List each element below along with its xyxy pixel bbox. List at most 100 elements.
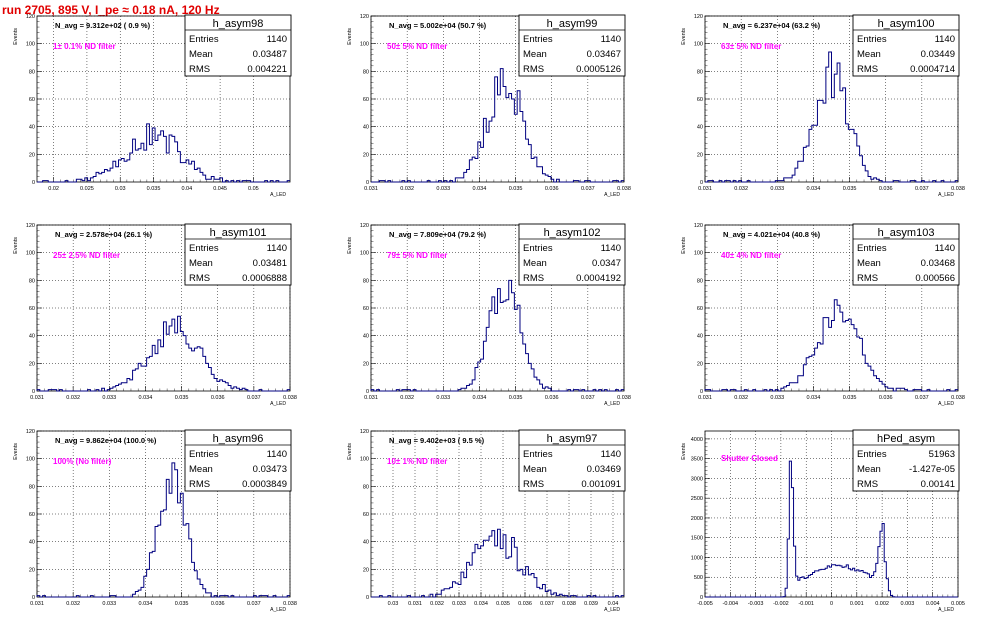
stats-value: 1140 bbox=[935, 34, 955, 45]
navg-label: N_avg = 5.002e+04 (50.7 %) bbox=[389, 21, 487, 30]
x-tick-label: 0.037 bbox=[247, 395, 261, 401]
y-tick-label: 80 bbox=[363, 484, 369, 490]
navg-label: N_avg = 9.402e+03 ( 9.5 %) bbox=[389, 436, 485, 445]
histogram-line bbox=[705, 51, 958, 183]
stats-value: 0.00141 bbox=[921, 479, 955, 490]
x-axis-title: A_LED bbox=[938, 192, 954, 198]
x-axis-title: A_LED bbox=[604, 607, 620, 613]
y-tick-label: 80 bbox=[29, 69, 35, 75]
histogram-panel: 0 20 40 60 80 100 120 0.031 0.032 0.033 0.034 0.035… bbox=[347, 223, 631, 407]
y-tick-label: 60 bbox=[697, 97, 703, 103]
stats-key: RMS bbox=[523, 273, 544, 284]
stats-key: Mean bbox=[189, 49, 213, 60]
x-tick-label: 0.036 bbox=[545, 186, 559, 192]
x-tick-label: 0.036 bbox=[211, 601, 225, 607]
x-tick-label: 0.038 bbox=[283, 601, 297, 607]
stats-box bbox=[184, 14, 292, 77]
x-tick-label: 0.033 bbox=[770, 395, 784, 401]
x-tick-label: 0.02 bbox=[48, 186, 59, 192]
y-tick-label: 0 bbox=[700, 180, 703, 186]
x-axis-title: A_LED bbox=[270, 192, 286, 198]
stats-value: 1140 bbox=[601, 243, 621, 254]
stats-value: 0.000566 bbox=[915, 273, 955, 284]
histogram-panel: 0 20 40 60 80 100 120 0.031 0.032 0.033 0.034 0.035… bbox=[681, 14, 965, 198]
x-tick-label: 0.032 bbox=[430, 601, 444, 607]
histogram-name: h_asym99 bbox=[547, 18, 598, 30]
y-tick-label: 40 bbox=[363, 334, 369, 340]
filter-label: 79± 5% ND filter bbox=[387, 251, 447, 260]
x-tick-label: 0.033 bbox=[436, 395, 450, 401]
stats-key: RMS bbox=[523, 64, 544, 75]
y-tick-label: 100 bbox=[694, 251, 703, 257]
histogram-panel: 0 500 1000 1500 2000 2500 3000 3500 4000 -0.005 -0… bbox=[681, 429, 965, 613]
x-tick-label: 0.038 bbox=[951, 395, 965, 401]
histogram-panel: 0 20 40 60 80 100 120 0.031 0.032 0.033 0.034 0.035… bbox=[347, 14, 631, 198]
histogram-panel: 0 20 40 60 80 100 120 0.031 0.032 0.033 0.034 0.035… bbox=[681, 223, 965, 407]
stats-value: 0.0004714 bbox=[910, 64, 955, 75]
stats-box bbox=[852, 14, 960, 77]
histogram-panel: 0 20 40 60 80 100 120 0.031 0.032 0.033 0.034 0.035… bbox=[13, 429, 297, 613]
y-tick-label: 20 bbox=[697, 152, 703, 158]
x-tick-label: 0.037 bbox=[247, 601, 261, 607]
x-tick-label: 0.034 bbox=[139, 601, 153, 607]
histogram-name: hPed_asym bbox=[877, 433, 935, 445]
y-tick-label: 2000 bbox=[691, 516, 703, 522]
histogram-line bbox=[371, 68, 624, 183]
y-tick-label: 40 bbox=[29, 125, 35, 131]
stats-value: 1140 bbox=[267, 34, 287, 45]
x-tick-label: 0.035 bbox=[147, 186, 161, 192]
stats-key: Entries bbox=[857, 449, 887, 460]
x-tick-label: 0.031 bbox=[30, 601, 44, 607]
y-tick-label: 80 bbox=[697, 278, 703, 284]
y-tick-label: 120 bbox=[360, 429, 369, 435]
x-tick-label: 0.032 bbox=[66, 395, 80, 401]
stats-value: -1.427e-05 bbox=[909, 464, 955, 475]
histogram-name: h_asym101 bbox=[210, 227, 267, 239]
stats-key: Entries bbox=[189, 243, 219, 254]
x-tick-label: 0.034 bbox=[807, 395, 821, 401]
x-tick-label: 0.036 bbox=[879, 186, 893, 192]
x-tick-label: 0.033 bbox=[770, 186, 784, 192]
y-tick-label: 120 bbox=[694, 223, 703, 229]
x-tick-label: 0.002 bbox=[875, 601, 889, 607]
y-tick-label: 60 bbox=[29, 512, 35, 518]
x-tick-label: 0.031 bbox=[30, 395, 44, 401]
x-tick-label: 0.037 bbox=[915, 186, 929, 192]
stats-value: 0.03481 bbox=[253, 258, 287, 269]
x-tick-label: 0.032 bbox=[734, 395, 748, 401]
x-tick-label: 0.035 bbox=[175, 395, 189, 401]
y-tick-label: 60 bbox=[29, 97, 35, 103]
x-tick-label: 0.033 bbox=[452, 601, 466, 607]
histogram-line bbox=[704, 299, 958, 392]
histogram-name: h_asym97 bbox=[547, 433, 598, 445]
filter-label: 1± 0.1% ND filter bbox=[53, 42, 116, 51]
y-tick-label: 120 bbox=[26, 223, 35, 229]
x-tick-label: 0.033 bbox=[436, 186, 450, 192]
y-axis-title: Events bbox=[347, 443, 353, 460]
y-tick-label: 100 bbox=[26, 251, 35, 257]
stats-key: RMS bbox=[189, 479, 210, 490]
x-tick-label: -0.005 bbox=[697, 601, 713, 607]
x-tick-label: 0.036 bbox=[518, 601, 532, 607]
x-tick-label: 0.035 bbox=[509, 186, 523, 192]
x-tick-label: 0.038 bbox=[562, 601, 576, 607]
stats-key: Mean bbox=[857, 464, 881, 475]
filter-label: Shutter Closed bbox=[721, 454, 778, 463]
x-tick-label: 0.035 bbox=[175, 601, 189, 607]
x-tick-label: 0.037 bbox=[581, 395, 595, 401]
y-tick-label: 0 bbox=[32, 180, 35, 186]
y-tick-label: 100 bbox=[26, 457, 35, 463]
histogram-name: h_asym103 bbox=[878, 227, 935, 239]
stats-value: 0.03487 bbox=[253, 49, 287, 60]
stats-key: Mean bbox=[523, 258, 547, 269]
stats-key: Mean bbox=[189, 258, 213, 269]
stats-box bbox=[184, 429, 292, 492]
x-tick-label: 0.037 bbox=[540, 601, 554, 607]
stats-key: Entries bbox=[523, 243, 553, 254]
y-axis-title: Events bbox=[13, 443, 19, 460]
x-tick-label: -0.002 bbox=[773, 601, 789, 607]
histogram-line bbox=[36, 462, 290, 598]
x-tick-label: 0.045 bbox=[213, 186, 227, 192]
y-tick-label: 100 bbox=[26, 42, 35, 48]
y-tick-label: 500 bbox=[694, 575, 703, 581]
